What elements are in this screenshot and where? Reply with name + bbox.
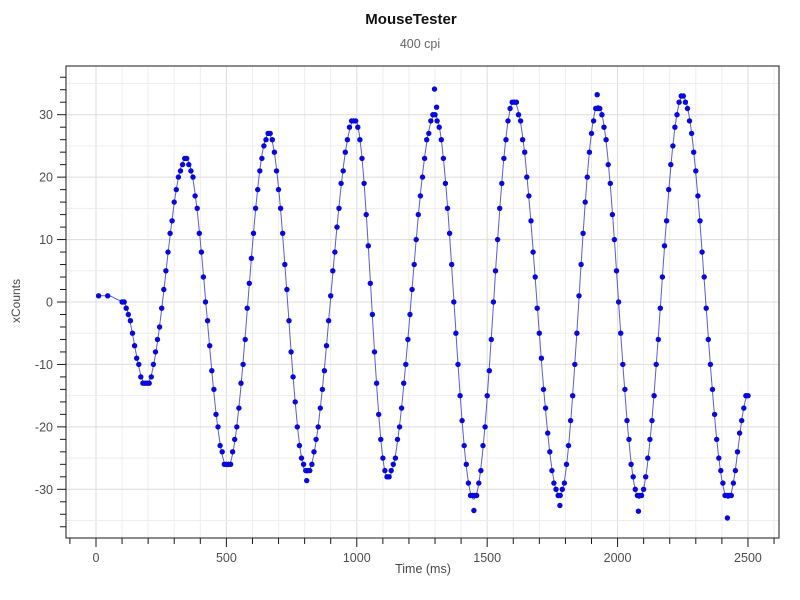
- svg-text:1500: 1500: [473, 551, 501, 565]
- svg-text:0: 0: [46, 296, 53, 310]
- svg-text:-10: -10: [35, 358, 53, 372]
- svg-text:2500: 2500: [734, 551, 762, 565]
- svg-text:-30: -30: [35, 483, 53, 497]
- y-tick-labels: 30 20 10 0 -10 -20 -30: [35, 108, 53, 497]
- chart-title: MouseTester: [365, 11, 457, 28]
- axis-ticks: [57, 76, 775, 547]
- chart-subtitle: 400 cpi: [399, 37, 441, 51]
- svg-text:30: 30: [39, 108, 53, 122]
- series-points: [95, 93, 751, 499]
- svg-text:500: 500: [216, 551, 237, 565]
- svg-text:1000: 1000: [343, 551, 371, 565]
- y-axis-title: xCounts: [9, 278, 23, 324]
- svg-text:10: 10: [39, 233, 53, 247]
- outlier-points: [304, 86, 731, 521]
- svg-text:2000: 2000: [604, 551, 632, 565]
- svg-text:-20: -20: [35, 420, 53, 434]
- svg-text:20: 20: [39, 171, 53, 185]
- x-axis-title: Time (ms): [395, 562, 451, 576]
- x-tick-labels: 0 500 1000 1500 2000 2500: [93, 551, 762, 565]
- svg-text:0: 0: [93, 551, 100, 565]
- gridlines: [66, 66, 779, 538]
